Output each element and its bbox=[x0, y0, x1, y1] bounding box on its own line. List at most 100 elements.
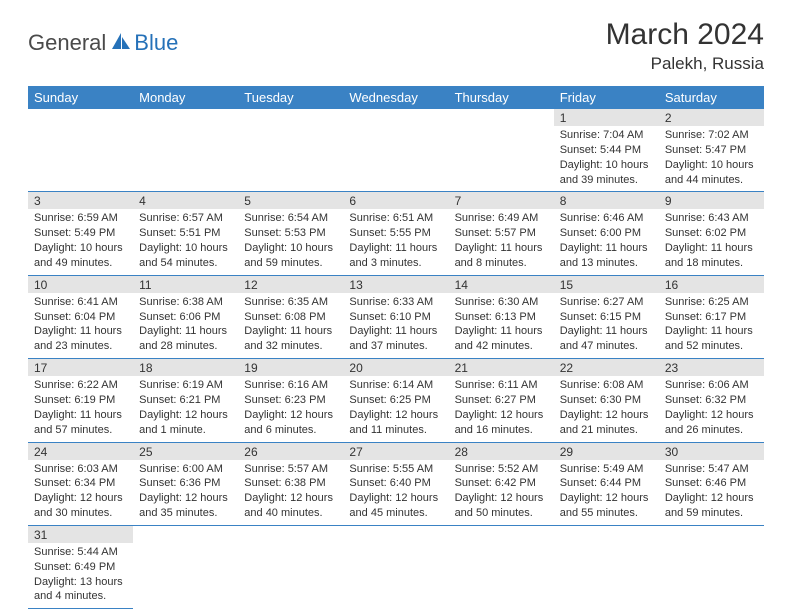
daylight-text: Daylight: 13 hours and 4 minutes. bbox=[34, 575, 127, 605]
calendar-cell bbox=[238, 525, 343, 608]
calendar-cell bbox=[238, 109, 343, 192]
daylight-text: Daylight: 11 hours and 8 minutes. bbox=[455, 241, 548, 271]
sunrise-text: Sunrise: 6:43 AM bbox=[665, 211, 758, 226]
empty-daynum bbox=[28, 109, 133, 126]
daylight-text: Daylight: 10 hours and 59 minutes. bbox=[244, 241, 337, 271]
calendar-row: 24Sunrise: 6:03 AMSunset: 6:34 PMDayligh… bbox=[28, 442, 764, 525]
calendar-cell bbox=[449, 525, 554, 608]
day-number: 19 bbox=[238, 359, 343, 376]
day-details: Sunrise: 7:04 AMSunset: 5:44 PMDaylight:… bbox=[554, 126, 659, 191]
sunrise-text: Sunrise: 6:00 AM bbox=[139, 462, 232, 477]
daylight-text: Daylight: 11 hours and 3 minutes. bbox=[349, 241, 442, 271]
calendar-cell: 31Sunrise: 5:44 AMSunset: 6:49 PMDayligh… bbox=[28, 525, 133, 608]
sunrise-text: Sunrise: 6:11 AM bbox=[455, 378, 548, 393]
sunset-text: Sunset: 6:17 PM bbox=[665, 310, 758, 325]
sunset-text: Sunset: 6:13 PM bbox=[455, 310, 548, 325]
calendar-cell: 3Sunrise: 6:59 AMSunset: 5:49 PMDaylight… bbox=[28, 192, 133, 275]
calendar-cell: 28Sunrise: 5:52 AMSunset: 6:42 PMDayligh… bbox=[449, 442, 554, 525]
day-header: Thursday bbox=[449, 86, 554, 109]
sunrise-text: Sunrise: 6:14 AM bbox=[349, 378, 442, 393]
sunset-text: Sunset: 6:36 PM bbox=[139, 476, 232, 491]
sunrise-text: Sunrise: 5:55 AM bbox=[349, 462, 442, 477]
day-details: Sunrise: 6:03 AMSunset: 6:34 PMDaylight:… bbox=[28, 460, 133, 525]
day-details: Sunrise: 6:27 AMSunset: 6:15 PMDaylight:… bbox=[554, 293, 659, 358]
empty-daynum bbox=[133, 109, 238, 126]
month-title: March 2024 bbox=[606, 18, 764, 52]
logo: General Blue bbox=[28, 30, 178, 56]
calendar-cell: 21Sunrise: 6:11 AMSunset: 6:27 PMDayligh… bbox=[449, 359, 554, 442]
day-details: Sunrise: 5:47 AMSunset: 6:46 PMDaylight:… bbox=[659, 460, 764, 525]
sunset-text: Sunset: 5:57 PM bbox=[455, 226, 548, 241]
day-number: 28 bbox=[449, 443, 554, 460]
sunset-text: Sunset: 5:53 PM bbox=[244, 226, 337, 241]
sunrise-text: Sunrise: 7:02 AM bbox=[665, 128, 758, 143]
day-details: Sunrise: 5:52 AMSunset: 6:42 PMDaylight:… bbox=[449, 460, 554, 525]
daylight-text: Daylight: 12 hours and 1 minute. bbox=[139, 408, 232, 438]
day-number: 21 bbox=[449, 359, 554, 376]
daylight-text: Daylight: 11 hours and 47 minutes. bbox=[560, 324, 653, 354]
daylight-text: Daylight: 12 hours and 11 minutes. bbox=[349, 408, 442, 438]
sunrise-text: Sunrise: 6:51 AM bbox=[349, 211, 442, 226]
sunset-text: Sunset: 6:27 PM bbox=[455, 393, 548, 408]
empty-daynum bbox=[343, 109, 448, 126]
sunset-text: Sunset: 6:30 PM bbox=[560, 393, 653, 408]
sunset-text: Sunset: 6:23 PM bbox=[244, 393, 337, 408]
sunrise-text: Sunrise: 5:44 AM bbox=[34, 545, 127, 560]
sunset-text: Sunset: 6:02 PM bbox=[665, 226, 758, 241]
sunrise-text: Sunrise: 5:52 AM bbox=[455, 462, 548, 477]
day-header: Wednesday bbox=[343, 86, 448, 109]
daylight-text: Daylight: 10 hours and 54 minutes. bbox=[139, 241, 232, 271]
calendar-cell: 22Sunrise: 6:08 AMSunset: 6:30 PMDayligh… bbox=[554, 359, 659, 442]
daylight-text: Daylight: 11 hours and 32 minutes. bbox=[244, 324, 337, 354]
sunrise-text: Sunrise: 6:16 AM bbox=[244, 378, 337, 393]
day-number: 16 bbox=[659, 276, 764, 293]
day-number: 9 bbox=[659, 192, 764, 209]
day-number: 6 bbox=[343, 192, 448, 209]
sunset-text: Sunset: 6:06 PM bbox=[139, 310, 232, 325]
sunrise-text: Sunrise: 6:27 AM bbox=[560, 295, 653, 310]
day-number: 2 bbox=[659, 109, 764, 126]
day-details: Sunrise: 6:41 AMSunset: 6:04 PMDaylight:… bbox=[28, 293, 133, 358]
sunrise-text: Sunrise: 6:35 AM bbox=[244, 295, 337, 310]
day-number: 11 bbox=[133, 276, 238, 293]
sunset-text: Sunset: 6:21 PM bbox=[139, 393, 232, 408]
day-details: Sunrise: 6:35 AMSunset: 6:08 PMDaylight:… bbox=[238, 293, 343, 358]
daylight-text: Daylight: 12 hours and 40 minutes. bbox=[244, 491, 337, 521]
daylight-text: Daylight: 12 hours and 30 minutes. bbox=[34, 491, 127, 521]
day-details: Sunrise: 6:46 AMSunset: 6:00 PMDaylight:… bbox=[554, 209, 659, 274]
sunrise-text: Sunrise: 6:38 AM bbox=[139, 295, 232, 310]
day-details: Sunrise: 6:00 AMSunset: 6:36 PMDaylight:… bbox=[133, 460, 238, 525]
day-number: 31 bbox=[28, 526, 133, 543]
sunrise-text: Sunrise: 6:19 AM bbox=[139, 378, 232, 393]
calendar-cell: 14Sunrise: 6:30 AMSunset: 6:13 PMDayligh… bbox=[449, 275, 554, 358]
sunrise-text: Sunrise: 6:25 AM bbox=[665, 295, 758, 310]
calendar-cell: 11 Sunrise: 6:38 AMSunset: 6:06 PMDayligh… bbox=[133, 275, 238, 358]
daylight-text: Daylight: 11 hours and 28 minutes. bbox=[139, 324, 232, 354]
location: Palekh, Russia bbox=[606, 54, 764, 74]
sunrise-text: Sunrise: 6:57 AM bbox=[139, 211, 232, 226]
day-details: Sunrise: 6:33 AMSunset: 6:10 PMDaylight:… bbox=[343, 293, 448, 358]
sunset-text: Sunset: 5:47 PM bbox=[665, 143, 758, 158]
calendar-cell bbox=[133, 109, 238, 192]
day-details: Sunrise: 6:08 AMSunset: 6:30 PMDaylight:… bbox=[554, 376, 659, 441]
sunset-text: Sunset: 6:04 PM bbox=[34, 310, 127, 325]
day-details: Sunrise: 6:51 AMSunset: 5:55 PMDaylight:… bbox=[343, 209, 448, 274]
day-number: 23 bbox=[659, 359, 764, 376]
day-details: Sunrise: 6:06 AMSunset: 6:32 PMDaylight:… bbox=[659, 376, 764, 441]
sunset-text: Sunset: 6:42 PM bbox=[455, 476, 548, 491]
calendar-cell bbox=[343, 525, 448, 608]
calendar-row: 3Sunrise: 6:59 AMSunset: 5:49 PMDaylight… bbox=[28, 192, 764, 275]
day-number: 29 bbox=[554, 443, 659, 460]
sunset-text: Sunset: 6:15 PM bbox=[560, 310, 653, 325]
sunset-text: Sunset: 5:49 PM bbox=[34, 226, 127, 241]
daylight-text: Daylight: 10 hours and 39 minutes. bbox=[560, 158, 653, 188]
calendar-table: SundayMondayTuesdayWednesdayThursdayFrid… bbox=[28, 86, 764, 609]
sunrise-text: Sunrise: 6:54 AM bbox=[244, 211, 337, 226]
day-number: 1 bbox=[554, 109, 659, 126]
sunrise-text: Sunrise: 6:46 AM bbox=[560, 211, 653, 226]
day-header: Sunday bbox=[28, 86, 133, 109]
sunset-text: Sunset: 6:32 PM bbox=[665, 393, 758, 408]
calendar-cell: 25Sunrise: 6:00 AMSunset: 6:36 PMDayligh… bbox=[133, 442, 238, 525]
logo-text-general: General bbox=[28, 30, 106, 56]
sunset-text: Sunset: 6:00 PM bbox=[560, 226, 653, 241]
